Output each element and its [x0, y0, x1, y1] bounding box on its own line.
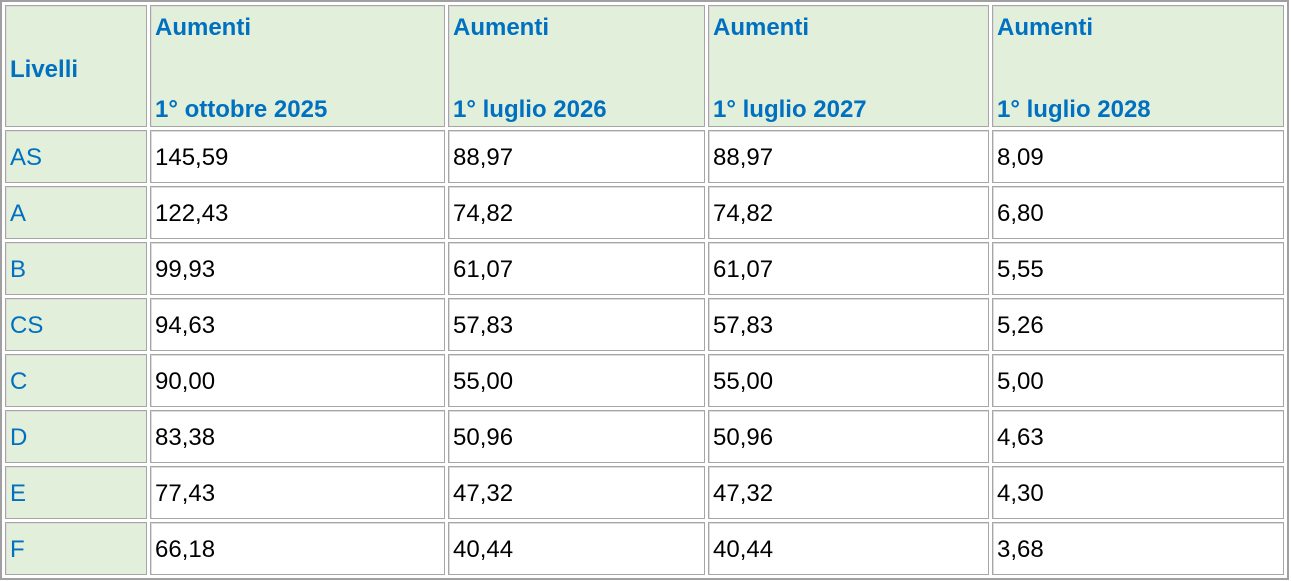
- value-cell: 4,63: [992, 410, 1284, 463]
- value-cell: 83,38: [150, 410, 445, 463]
- level-cell: C: [5, 354, 147, 407]
- value-cell: 61,07: [448, 242, 705, 295]
- value-cell: 50,96: [708, 410, 989, 463]
- level-cell: A: [5, 186, 147, 239]
- level-cell: E: [5, 466, 147, 519]
- value-cell: 61,07: [708, 242, 989, 295]
- value-cell: 66,18: [150, 522, 445, 575]
- value-cell: 57,83: [448, 298, 705, 351]
- value-cell: 6,80: [992, 186, 1284, 239]
- value-cell: 90,00: [150, 354, 445, 407]
- level-cell: AS: [5, 130, 147, 183]
- header-top: Aumenti: [997, 14, 1093, 41]
- value-cell: 5,26: [992, 298, 1284, 351]
- value-cell: 47,32: [448, 466, 705, 519]
- level-cell: D: [5, 410, 147, 463]
- header-top: Aumenti: [155, 14, 251, 41]
- value-cell: 8,09: [992, 130, 1284, 183]
- header-cell: Aumenti 1° luglio 2027: [708, 5, 989, 127]
- value-cell: 5,55: [992, 242, 1284, 295]
- header-cell: Aumenti 1° luglio 2026: [448, 5, 705, 127]
- header-cell: Aumenti 1° ottobre 2025: [150, 5, 445, 127]
- value-cell: 74,82: [708, 186, 989, 239]
- value-cell: 3,68: [992, 522, 1284, 575]
- value-cell: 122,43: [150, 186, 445, 239]
- value-cell: 88,97: [708, 130, 989, 183]
- value-cell: 50,96: [448, 410, 705, 463]
- header-bottom: 1° ottobre 2025: [155, 96, 328, 123]
- value-cell: 94,63: [150, 298, 445, 351]
- header-top: Aumenti: [453, 14, 549, 41]
- value-cell: 99,93: [150, 242, 445, 295]
- level-cell: CS: [5, 298, 147, 351]
- value-cell: 77,43: [150, 466, 445, 519]
- level-cell: B: [5, 242, 147, 295]
- value-cell: 145,59: [150, 130, 445, 183]
- value-cell: 40,44: [708, 522, 989, 575]
- value-cell: 74,82: [448, 186, 705, 239]
- value-cell: 55,00: [448, 354, 705, 407]
- value-cell: 47,32: [708, 466, 989, 519]
- header-cell: Aumenti 1° luglio 2028: [992, 5, 1284, 127]
- value-cell: 55,00: [708, 354, 989, 407]
- value-cell: 5,00: [992, 354, 1284, 407]
- value-cell: 57,83: [708, 298, 989, 351]
- header-bottom: 1° luglio 2028: [997, 96, 1151, 123]
- header-cell: Livelli: [5, 5, 147, 127]
- value-cell: 4,30: [992, 466, 1284, 519]
- header-bottom: 1° luglio 2027: [713, 96, 867, 123]
- value-cell: 88,97: [448, 130, 705, 183]
- level-cell: F: [5, 522, 147, 575]
- value-cell: 40,44: [448, 522, 705, 575]
- header-top: Aumenti: [713, 14, 809, 41]
- header-bottom: 1° luglio 2026: [453, 96, 607, 123]
